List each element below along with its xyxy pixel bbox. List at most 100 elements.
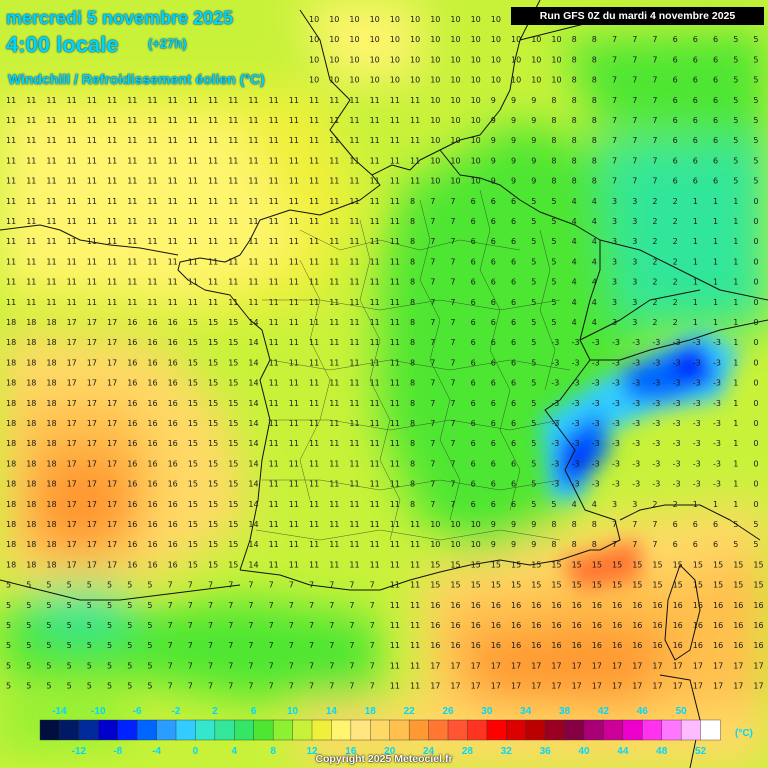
grid-value: -3 bbox=[693, 439, 701, 448]
grid-value: 7 bbox=[349, 661, 354, 670]
grid-value: -3 bbox=[592, 419, 600, 428]
grid-value: -3 bbox=[572, 358, 580, 367]
grid-value: 2 bbox=[673, 217, 678, 226]
grid-value: 7 bbox=[450, 439, 455, 448]
grid-value: 15 bbox=[652, 581, 662, 590]
grid-value: 10 bbox=[349, 55, 359, 64]
grid-value: 11 bbox=[329, 136, 339, 145]
grid-value: 9 bbox=[531, 520, 536, 529]
grid-value: 11 bbox=[370, 237, 380, 246]
grid-value: 7 bbox=[430, 459, 435, 468]
grid-value: 8 bbox=[410, 419, 415, 428]
grid-value: 16 bbox=[673, 641, 683, 650]
grid-value: 6 bbox=[673, 116, 678, 125]
grid-value: 11 bbox=[309, 318, 319, 327]
grid-value: 11 bbox=[188, 298, 198, 307]
grid-value: 7 bbox=[208, 601, 213, 610]
grid-value: 11 bbox=[248, 197, 258, 206]
grid-value: 15 bbox=[208, 459, 218, 468]
grid-value: 16 bbox=[733, 601, 743, 610]
grid-value: 16 bbox=[693, 601, 703, 610]
grid-value: 7 bbox=[430, 358, 435, 367]
grid-value: 2 bbox=[652, 318, 657, 327]
grid-value: 1 bbox=[693, 257, 698, 266]
grid-value: 11 bbox=[67, 136, 77, 145]
grid-value: 11 bbox=[289, 318, 299, 327]
grid-value: 11 bbox=[168, 298, 178, 307]
grid-value: 7 bbox=[612, 540, 617, 549]
grid-value: 8 bbox=[410, 217, 415, 226]
grid-value: 15 bbox=[208, 338, 218, 347]
grid-value: 10 bbox=[430, 76, 440, 85]
grid-value: 11 bbox=[248, 156, 258, 165]
grid-value: 6 bbox=[471, 318, 476, 327]
grid-value: 1 bbox=[733, 379, 738, 388]
grid-value: 11 bbox=[67, 177, 77, 186]
grid-value: 18 bbox=[26, 358, 36, 367]
grid-value: 7 bbox=[430, 338, 435, 347]
grid-value: 1 bbox=[733, 439, 738, 448]
grid-value: 8 bbox=[551, 177, 556, 186]
grid-value: 11 bbox=[228, 298, 238, 307]
grid-value: 15 bbox=[208, 318, 218, 327]
grid-value: 7 bbox=[349, 581, 354, 590]
grid-value: 11 bbox=[248, 116, 258, 125]
grid-value: 5 bbox=[26, 682, 31, 691]
grid-value: 5 bbox=[733, 136, 738, 145]
grid-value: 11 bbox=[329, 257, 339, 266]
grid-value: 17 bbox=[551, 682, 561, 691]
grid-value: 11 bbox=[329, 500, 339, 509]
grid-value: 16 bbox=[551, 641, 561, 650]
grid-value: 7 bbox=[430, 439, 435, 448]
grid-value: 6 bbox=[713, 35, 718, 44]
grid-value: 15 bbox=[632, 560, 642, 569]
grid-value: 11 bbox=[228, 257, 238, 266]
grid-value: 16 bbox=[612, 601, 622, 610]
grid-value: 11 bbox=[370, 197, 380, 206]
grid-value: 10 bbox=[430, 540, 440, 549]
grid-value: 10 bbox=[471, 540, 481, 549]
grid-value: 11 bbox=[188, 217, 198, 226]
grid-value: 15 bbox=[693, 560, 703, 569]
grid-value: 7 bbox=[430, 298, 435, 307]
grid-value: 10 bbox=[370, 15, 380, 24]
grid-value: 11 bbox=[228, 177, 238, 186]
grid-value: 18 bbox=[26, 399, 36, 408]
grid-value: 17 bbox=[67, 560, 77, 569]
grid-value: 10 bbox=[390, 76, 400, 85]
grid-value: 11 bbox=[107, 217, 117, 226]
grid-value: -3 bbox=[693, 419, 701, 428]
grid-value: 15 bbox=[188, 520, 198, 529]
grid-value: 10 bbox=[491, 76, 501, 85]
grid-value: 7 bbox=[289, 641, 294, 650]
grid-value: 15 bbox=[673, 560, 683, 569]
grid-value: 7 bbox=[450, 419, 455, 428]
grid-value: 11 bbox=[26, 298, 36, 307]
forecast-offset: (+27h) bbox=[148, 36, 187, 51]
grid-value: 11 bbox=[147, 298, 157, 307]
grid-value: 10 bbox=[450, 540, 460, 549]
grid-value: 17 bbox=[107, 540, 117, 549]
grid-value: 7 bbox=[632, 96, 637, 105]
grid-value: 7 bbox=[248, 661, 253, 670]
grid-value: 11 bbox=[410, 136, 420, 145]
grid-value: 11 bbox=[309, 379, 319, 388]
grid-value: 16 bbox=[127, 419, 137, 428]
grid-value: 11 bbox=[370, 136, 380, 145]
grid-value: -3 bbox=[551, 459, 559, 468]
grid-value: 15 bbox=[228, 540, 238, 549]
grid-value: 7 bbox=[269, 581, 274, 590]
grid-value: 11 bbox=[269, 560, 279, 569]
grid-value: 11 bbox=[309, 237, 319, 246]
grid-value: -3 bbox=[693, 399, 701, 408]
grid-value: 18 bbox=[26, 439, 36, 448]
grid-value: 18 bbox=[26, 480, 36, 489]
grid-value: 5 bbox=[87, 682, 92, 691]
grid-value: 5 bbox=[147, 581, 152, 590]
grid-value: 10 bbox=[450, 76, 460, 85]
grid-value: 15 bbox=[228, 459, 238, 468]
grid-value: 10 bbox=[430, 520, 440, 529]
grid-value: 6 bbox=[491, 500, 496, 509]
grid-value: 16 bbox=[511, 641, 521, 650]
grid-value: 16 bbox=[753, 621, 763, 630]
